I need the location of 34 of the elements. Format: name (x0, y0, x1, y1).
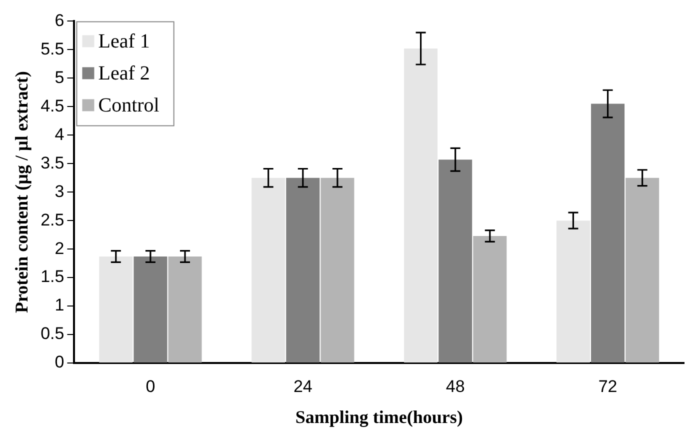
y-tick-label: 6 (54, 10, 64, 30)
bar (252, 178, 286, 362)
y-tick-label: 1 (54, 296, 64, 315)
y-tick-label: 0.5 (40, 324, 64, 344)
bar (320, 178, 354, 362)
bar (473, 236, 507, 362)
y-tick-label: 2 (54, 238, 64, 258)
bar (168, 256, 202, 362)
x-tick-label: 0 (146, 376, 156, 396)
y-axis-title: Protein content (µg / µl extract) (11, 71, 32, 314)
x-tick-label: 72 (598, 376, 618, 396)
y-tick-label: 2.5 (40, 210, 64, 230)
legend-label: Leaf 1 (98, 30, 150, 52)
y-tick-label: 4 (54, 124, 64, 144)
bar (286, 178, 320, 362)
bar (438, 160, 472, 362)
bar (134, 256, 168, 362)
legend-label: Control (98, 94, 160, 116)
x-axis-title: Sampling time(hours) (295, 406, 463, 427)
x-tick-label: 24 (293, 376, 312, 396)
y-tick-label: 5 (54, 68, 64, 87)
bar (99, 256, 133, 362)
legend-label: Leaf 2 (98, 62, 150, 84)
y-tick-label: 1.5 (40, 267, 64, 286)
bar (404, 48, 438, 362)
x-tick-label: 48 (446, 376, 465, 396)
y-tick-label: 4.5 (40, 96, 64, 116)
y-tick-label: 3 (54, 182, 64, 201)
bar (591, 104, 625, 362)
y-tick-label: 0 (54, 352, 64, 372)
bar (626, 178, 660, 362)
bar (556, 220, 590, 362)
y-tick-label: 5.5 (40, 39, 64, 58)
y-tick-label: 3.5 (40, 153, 64, 172)
